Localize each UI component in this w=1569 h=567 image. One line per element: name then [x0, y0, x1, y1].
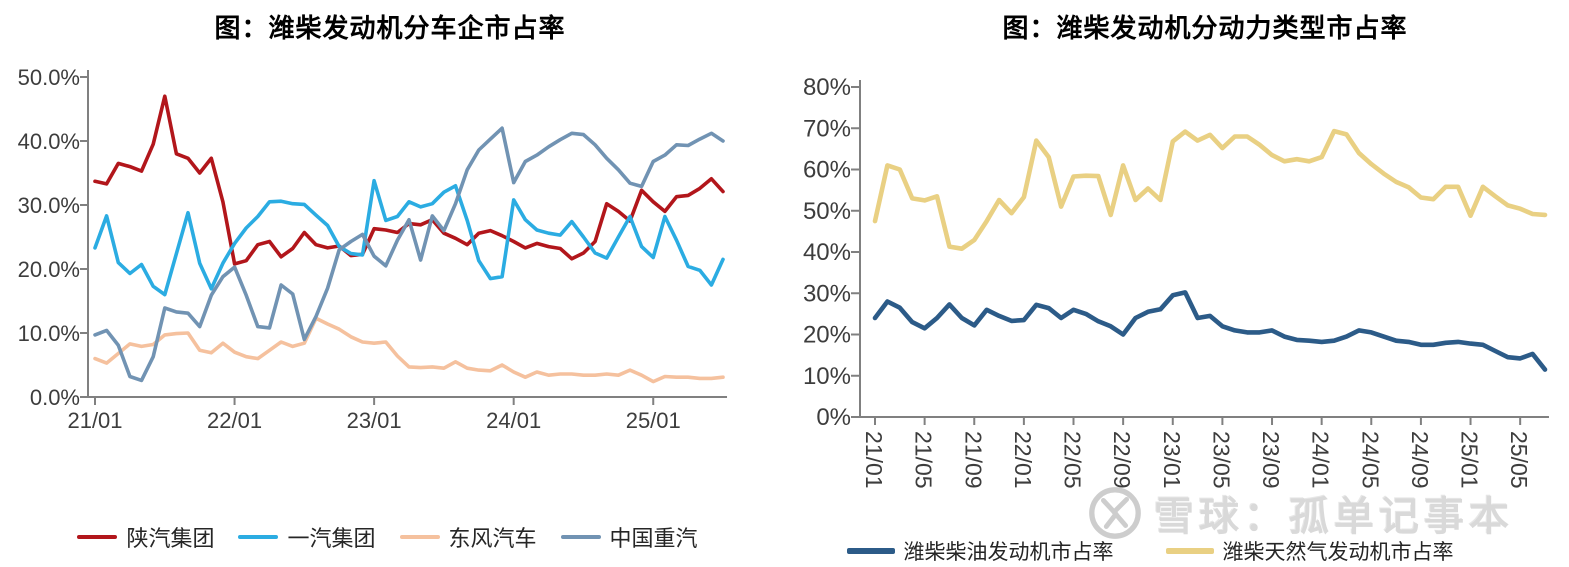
x-tick-label: 21/01: [67, 408, 122, 433]
legend-item-natural-gas-engine-share: 潍柴天然气发动机市占率: [1165, 536, 1454, 566]
legend-item-sinotruk: 中国重汽: [560, 521, 698, 553]
x-tick-label: 25/01: [626, 408, 681, 433]
legend-line-swatch: [560, 534, 601, 540]
legend-label: 潍柴天然气发动机市占率: [1222, 541, 1454, 564]
x-tick-label: 23/05: [1208, 431, 1234, 489]
y-tick-label: 40.0%: [18, 129, 80, 154]
x-tick-label: 24/01: [486, 408, 541, 433]
y-tick-label: 20%: [803, 322, 851, 349]
right-chart-title: 图：潍柴发动机分动力类型市占率: [1002, 13, 1408, 43]
x-tick-label: 22/05: [1060, 431, 1086, 489]
series-line-东风汽车: [93, 316, 725, 384]
left-chart-legend: 陕汽集团 一汽集团 东风汽车 中国重汽: [55, 521, 720, 553]
x-tick-label: 22/01: [207, 408, 262, 433]
series-line-一汽集团: [93, 178, 725, 297]
legend-label: 一汽集团: [287, 526, 376, 551]
legend-line-swatch: [1165, 548, 1214, 554]
x-tick-label: 24/01: [1308, 431, 1334, 489]
x-tick-label: 21/01: [861, 431, 887, 489]
y-tick-label: 30%: [803, 280, 851, 307]
x-tick-label: 24/05: [1357, 431, 1383, 489]
y-tick-label: 60%: [803, 157, 851, 184]
y-tick-label: 40%: [803, 239, 851, 266]
x-tick-label: 25/05: [1506, 431, 1532, 489]
y-tick-label: 10%: [803, 363, 851, 390]
legend-label: 中国重汽: [609, 526, 698, 551]
x-tick-label: 23/01: [1159, 431, 1185, 489]
y-tick-label: 0.0%: [30, 385, 80, 410]
y-tick-label: 10.0%: [18, 321, 80, 346]
legend-label: 潍柴柴油发动机市占率: [903, 541, 1114, 564]
y-tick-label: 50.0%: [18, 65, 80, 90]
legend-label: 东风汽车: [448, 526, 537, 551]
x-tick-label: 25/01: [1457, 431, 1483, 489]
y-tick-label: 70%: [803, 115, 851, 142]
y-tick-label: 80%: [803, 74, 851, 101]
legend-item-shaanqi-group: 陕汽集团: [77, 521, 214, 553]
power-type-share-chart: 0% 10% 20% 30% 40% 50% 60% 70% 80% 21/01 21/05 21/0…: [803, 74, 1549, 489]
series-line-中国重汽: [93, 126, 725, 383]
legend-label: 陕汽集团: [126, 526, 215, 551]
legend-item-faw-group: 一汽集团: [238, 521, 376, 553]
y-tick-label: 50%: [803, 198, 851, 225]
vehicle-manufacturer-share-chart: 0.0% 10.0% 20.0% 30.0% 40.0% 50.0% 21/01 22/01 2…: [18, 65, 728, 433]
x-tick-label: 21/05: [911, 431, 937, 489]
legend-line-swatch: [238, 534, 279, 540]
series-line-潍柴天然气发动机市占率: [872, 128, 1548, 251]
x-tick-label: 21/09: [960, 431, 986, 489]
x-tick-label: 23/01: [347, 408, 402, 433]
series-line-潍柴柴油发动机市占率: [872, 290, 1548, 372]
legend-line-swatch: [77, 534, 118, 540]
x-tick-label: 22/09: [1109, 431, 1135, 489]
legend-line-swatch: [846, 548, 895, 554]
x-tick-label: 23/09: [1258, 431, 1284, 489]
left-chart-title: 图：潍柴发动机分车企市占率: [214, 13, 566, 43]
legend-item-diesel-engine-share: 潍柴柴油发动机市占率: [846, 536, 1114, 566]
legend-line-swatch: [399, 534, 440, 540]
y-tick-label: 20.0%: [18, 257, 80, 282]
y-tick-label: 30.0%: [18, 193, 80, 218]
y-tick-label: 0%: [816, 404, 851, 431]
x-tick-label: 24/09: [1407, 431, 1433, 489]
right-chart-legend: 潍柴柴油发动机市占率 潍柴天然气发动机市占率: [800, 536, 1500, 566]
x-tick-label: 22/01: [1010, 431, 1036, 489]
legend-item-dongfeng-motor: 东风汽车: [399, 521, 537, 553]
